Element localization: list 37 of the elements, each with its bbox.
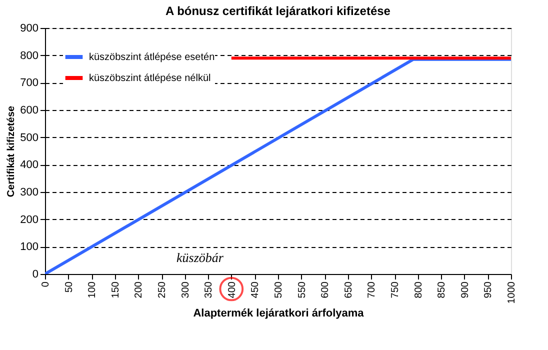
legend-label: küszöbszint átlépése esetén: [89, 52, 215, 63]
x-tick-label: 600: [320, 281, 332, 298]
x-tick-label: 200: [134, 281, 145, 298]
x-tick-label: 150: [110, 281, 122, 298]
x-tick-label: 400: [226, 281, 238, 298]
x-tick-label: 300: [180, 281, 192, 298]
y-tick-label: 200: [20, 214, 38, 226]
y-tick-label: 600: [20, 104, 38, 116]
y-tick-label: 100: [20, 241, 38, 254]
x-tick-label: 700: [366, 281, 378, 298]
chart-title: A bónusz certifikát lejáratkori kifizetése: [166, 4, 391, 18]
x-tick-label: 0: [40, 281, 52, 288]
x-tick-label: 800: [413, 281, 424, 298]
y-tick-label: 700: [20, 77, 38, 90]
x-tick-label: 650: [343, 281, 354, 298]
x-tick-label: 50: [64, 281, 75, 293]
x-tick-label: 1000: [506, 281, 518, 304]
x-tick-label: 750: [390, 281, 401, 298]
x-tick-label: 100: [87, 281, 98, 298]
y-axis-title: Certifikát kifizetése: [6, 105, 18, 198]
y-tick-label: 400: [20, 159, 38, 172]
x-tick-label: 850: [436, 281, 448, 298]
y-tick-label: 0: [32, 268, 38, 280]
y-tick-label: 800: [20, 50, 38, 62]
legend-label: küszöbszint átlépése nélkül: [89, 73, 211, 84]
x-tick-label: 250: [157, 281, 168, 298]
annotation: küszöbár: [176, 250, 224, 265]
x-axis-title: Alaptermék lejáratkori árfolyama: [193, 308, 365, 320]
y-tick-label: 500: [20, 132, 38, 144]
x-tick-label: 450: [250, 281, 262, 298]
x-tick-label: 900: [460, 281, 471, 298]
x-tick-label: 350: [204, 281, 215, 298]
y-tick-label: 300: [20, 186, 38, 198]
y-tick-label: 900: [20, 22, 38, 34]
x-tick-label: 550: [296, 281, 308, 298]
x-tick-label: 500: [274, 281, 284, 298]
x-tick-label: 950: [483, 281, 494, 298]
